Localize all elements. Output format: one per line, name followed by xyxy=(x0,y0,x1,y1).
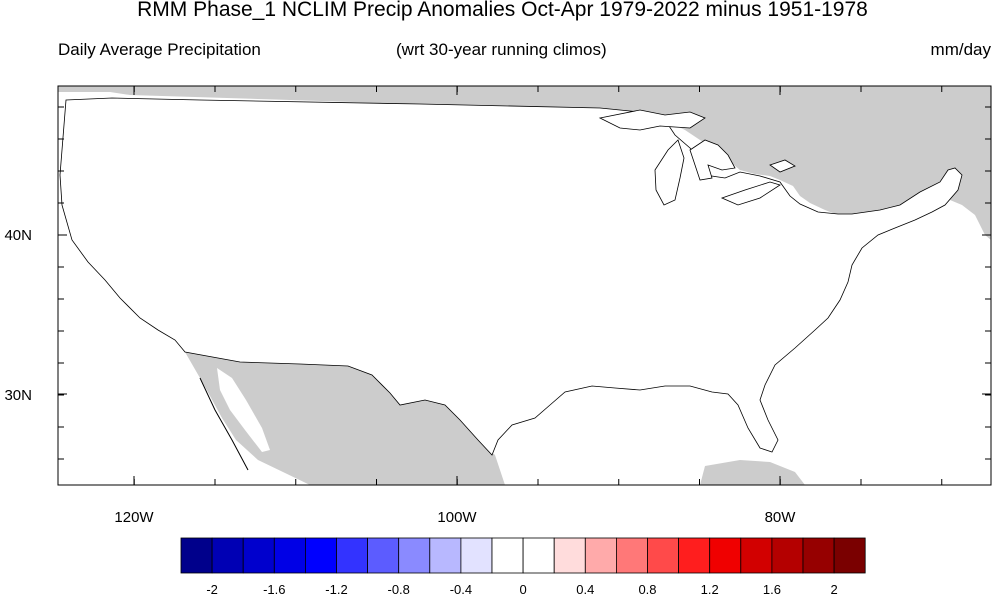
colorbar-swatch xyxy=(460,537,493,574)
plot-frame xyxy=(57,85,992,486)
lat-label-40n: 40N xyxy=(4,227,32,244)
colorbar-swatch xyxy=(367,537,400,574)
colorbar-label: -0.8 xyxy=(387,582,409,597)
lon-label-100w: 100W xyxy=(437,509,477,526)
map-plot-area xyxy=(58,86,991,485)
map-title: RMM Phase_1 NCLIM Precip Anomalies Oct-A… xyxy=(137,0,868,21)
baja-outline xyxy=(199,377,249,471)
colorbar-swatch xyxy=(771,537,804,574)
cuba-land xyxy=(700,460,805,485)
lat-label-30n: 30N xyxy=(4,387,32,404)
gulf-of-california xyxy=(217,368,270,452)
colorbar-label: -2 xyxy=(206,582,218,597)
colorbar-label: 1.2 xyxy=(701,582,719,597)
axis-ticks xyxy=(58,86,991,485)
colorbar: -2 -1.6 -1.2 -0.8 -0.4 0 0.4 0.8 1.2 1.6 2 xyxy=(180,537,866,597)
canada-land xyxy=(58,86,991,240)
units-label: mm/day xyxy=(930,40,991,59)
colorbar-swatch xyxy=(740,537,773,574)
colorbar-swatch xyxy=(242,537,275,574)
colorbar-swatch xyxy=(802,537,835,574)
colorbar-swatch xyxy=(709,537,742,574)
mexico-land xyxy=(185,352,505,485)
colorbar-swatch xyxy=(429,537,462,574)
colorbar-label: -0.4 xyxy=(450,582,472,597)
colorbar-swatch xyxy=(833,537,866,574)
colorbar-swatch xyxy=(616,537,648,574)
colorbar-swatch xyxy=(336,537,369,574)
colorbar-swatch xyxy=(553,537,586,574)
colorbar-label: 0.4 xyxy=(576,582,594,597)
subtitle-center: (wrt 30-year running climos) xyxy=(396,40,607,59)
colorbar-swatch xyxy=(273,537,306,574)
lon-label-80w: 80W xyxy=(765,509,797,526)
colorbar-swatch xyxy=(180,537,213,574)
great-lakes xyxy=(598,109,796,206)
colorbar-label: 0.8 xyxy=(638,582,656,597)
colorbar-swatch xyxy=(647,537,680,574)
colorbar-swatch xyxy=(211,537,244,574)
colorbar-label: -1.2 xyxy=(325,582,347,597)
colorbar-label: 2 xyxy=(830,582,837,597)
colorbar-label: -1.6 xyxy=(263,582,285,597)
lon-label-120w: 120W xyxy=(114,509,154,526)
colorbar-swatch xyxy=(522,537,555,574)
subtitle-left: Daily Average Precipitation xyxy=(58,40,261,59)
colorbar-swatch xyxy=(678,537,711,574)
colorbar-swatch xyxy=(584,537,617,574)
colorbar-swatch xyxy=(398,537,431,574)
colorbar-label: 0 xyxy=(519,582,526,597)
colorbar-swatch xyxy=(491,537,524,574)
colorbar-label: 1.6 xyxy=(763,582,781,597)
colorbar-swatch xyxy=(304,537,337,574)
